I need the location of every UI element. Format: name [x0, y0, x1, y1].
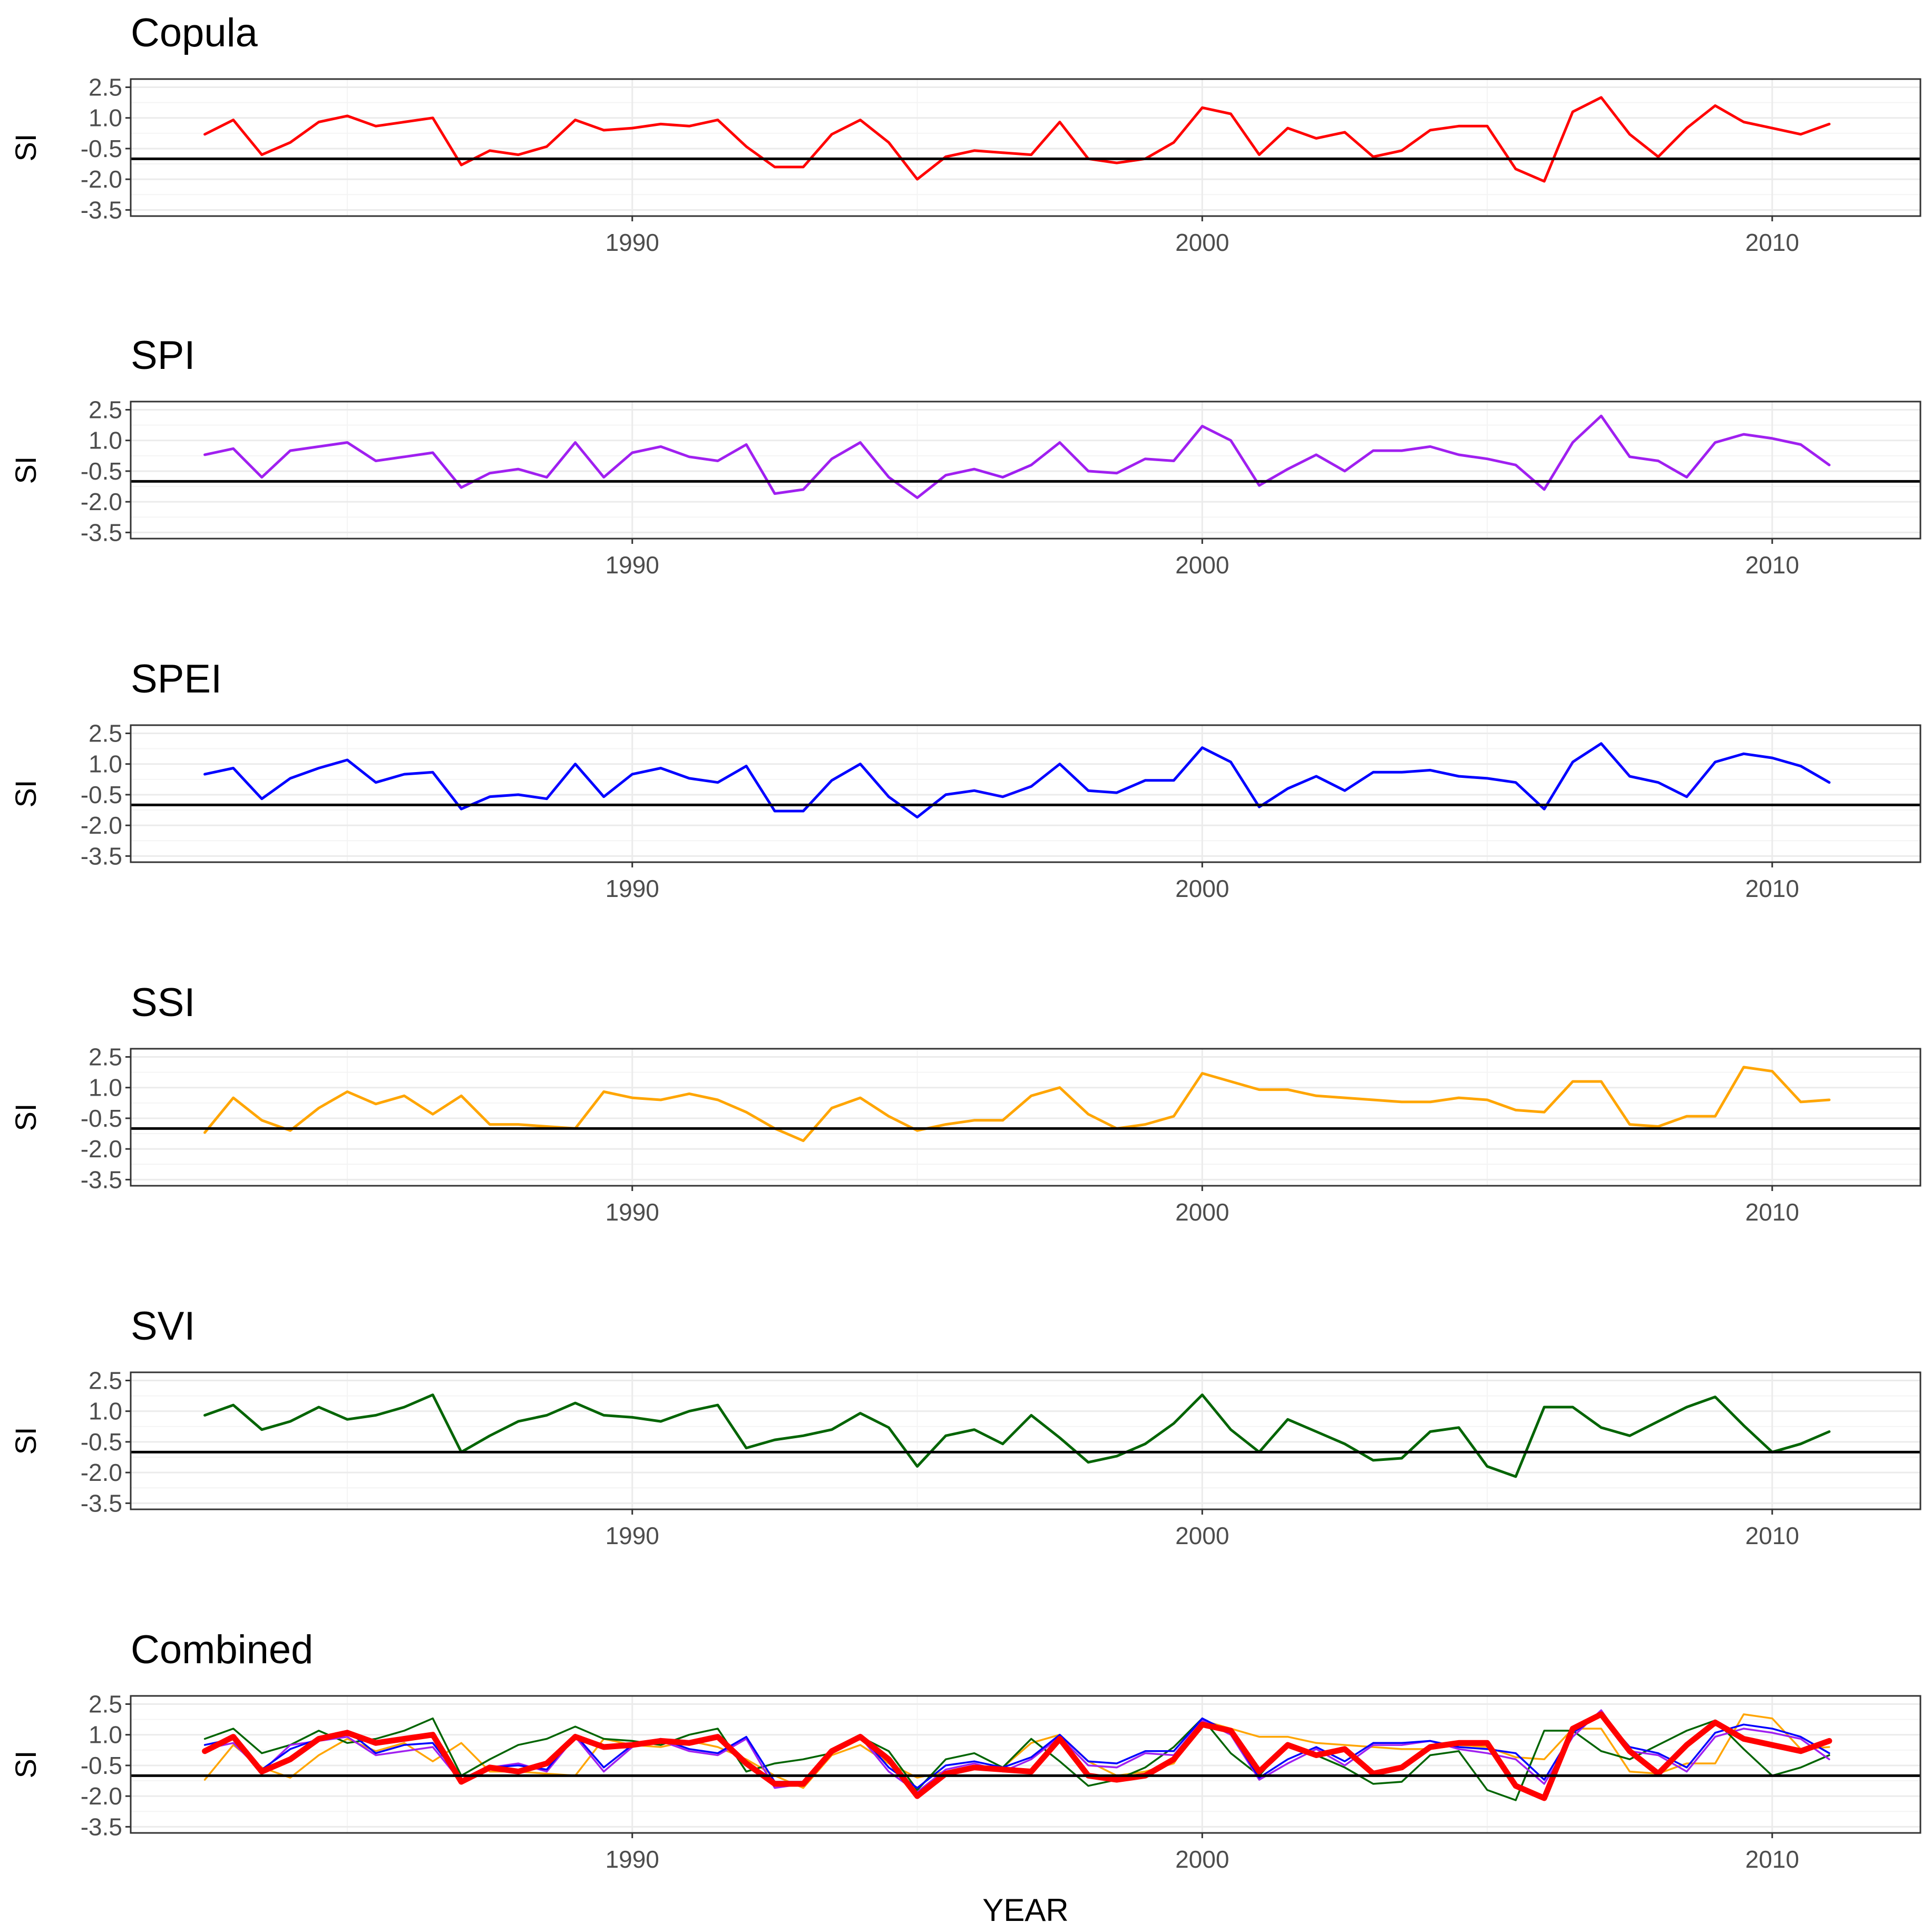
y-axis-title: SI: [9, 134, 42, 162]
x-tick-label: 2000: [1175, 875, 1229, 902]
y-tick-label: -3.5: [81, 1166, 122, 1193]
y-axis-title: SI: [9, 456, 42, 484]
y-tick-label: 2.5: [89, 396, 122, 424]
x-tick-label: 2000: [1175, 551, 1229, 579]
x-tick-label: 2010: [1745, 551, 1799, 579]
y-tick-label: -2.0: [81, 165, 122, 193]
y-tick-label: -3.5: [81, 196, 122, 223]
panel-title: SSI: [131, 980, 196, 1025]
y-tick-label: 1.0: [89, 104, 122, 132]
y-axis-title: SI: [9, 780, 42, 808]
y-axis-title: SI: [9, 1104, 42, 1131]
plot-background: [131, 1372, 1920, 1509]
y-tick-label: 1.0: [89, 1721, 122, 1749]
y-tick-label: 1.0: [89, 1074, 122, 1101]
x-tick-label: 1990: [606, 229, 659, 256]
panel-copula: 2.5 1.0 -0.5 -2.0 -3.5 1990 2000 2010 SI Copula: [9, 11, 1921, 256]
y-tick-label: -0.5: [81, 1105, 122, 1132]
panel-ssi: 2.5 1.0 -0.5 -2.0 -3.5 1990 2000 2010 SI SSI: [9, 980, 1921, 1226]
panel-title: SPEI: [131, 657, 222, 701]
y-tick-label: -3.5: [81, 842, 122, 870]
y-tick-label: 2.5: [89, 1691, 122, 1718]
panel-svi: 2.5 1.0 -0.5 -2.0 -3.5 1990 2000 2010 SI SVI: [9, 1304, 1921, 1549]
panel-title: Combined: [131, 1627, 313, 1672]
series-line-svi: [203, 1393, 1831, 1478]
y-tick-label: -0.5: [81, 781, 122, 808]
x-tick-label: 2010: [1745, 1522, 1799, 1549]
plot-background: [131, 725, 1920, 862]
y-tick-label: -3.5: [81, 1489, 122, 1517]
y-tick-label: -2.0: [81, 1459, 122, 1486]
plot-background: [131, 79, 1920, 216]
x-tick-label: 1990: [606, 875, 659, 902]
series-line-ssi: [203, 1713, 1830, 1789]
y-tick-label: -3.5: [81, 1813, 122, 1840]
y-tick-label: 1.0: [89, 750, 122, 778]
plot-frame: [130, 724, 1921, 863]
y-tick-label: -3.5: [81, 519, 122, 546]
x-tick-label: 2000: [1175, 1198, 1229, 1226]
y-tick-label: 2.5: [89, 1367, 122, 1394]
plot-background: [131, 1696, 1920, 1833]
x-tick-label: 2010: [1745, 1846, 1799, 1873]
plot-frame: [130, 1695, 1921, 1834]
y-tick-label: -0.5: [81, 1752, 122, 1779]
plot-frame: [130, 78, 1921, 217]
plot-background: [131, 402, 1920, 539]
y-tick-label: -2.0: [81, 488, 122, 515]
panel-spi: 2.5 1.0 -0.5 -2.0 -3.5 1990 2000 2010 SI SPI: [9, 333, 1921, 579]
x-tick-label: 1990: [606, 1198, 659, 1226]
y-tick-label: 2.5: [89, 1043, 122, 1071]
y-axis-title: SI: [9, 1427, 42, 1455]
panel-title: SVI: [131, 1304, 196, 1349]
y-tick-label: 2.5: [89, 74, 122, 101]
x-tick-label: 2000: [1175, 1846, 1229, 1873]
y-tick-label: -0.5: [81, 457, 122, 485]
plot-frame: [130, 401, 1921, 540]
x-tick-label: 1990: [606, 1846, 659, 1873]
y-axis-title: SI: [9, 1751, 42, 1779]
y-tick-label: -0.5: [81, 135, 122, 162]
panel-combined: 2.5 1.0 -0.5 -2.0 -3.5 1990 2000 2010 SI Combined: [9, 1627, 1921, 1873]
y-tick-label: -2.0: [81, 1135, 122, 1163]
plot-background: [131, 1049, 1920, 1186]
x-tick-label: 2000: [1175, 1522, 1229, 1549]
x-tick-label: 2010: [1745, 875, 1799, 902]
series-line-svi: [203, 1717, 1830, 1801]
y-tick-label: 1.0: [89, 1398, 122, 1425]
x-tick-label: 1990: [606, 551, 659, 579]
y-tick-label: -0.5: [81, 1428, 122, 1456]
x-tick-label: 2010: [1745, 229, 1799, 256]
panel-spei: 2.5 1.0 -0.5 -2.0 -3.5 1990 2000 2010 SI SPEI: [9, 657, 1921, 902]
x-axis-title: YEAR: [982, 1892, 1068, 1928]
panel-title: Copula: [131, 11, 258, 55]
series-line-spei: [203, 742, 1831, 819]
y-tick-label: -2.0: [81, 812, 122, 839]
plot-frame: [130, 1371, 1921, 1510]
y-tick-label: 1.0: [89, 427, 122, 454]
plot-frame: [130, 1048, 1921, 1187]
x-tick-label: 2010: [1745, 1198, 1799, 1226]
x-tick-label: 1990: [606, 1522, 659, 1549]
x-tick-label: 2000: [1175, 229, 1229, 256]
series-line-ssi: [203, 1066, 1831, 1143]
panel-title: SPI: [131, 333, 196, 378]
y-tick-label: -2.0: [81, 1782, 122, 1810]
y-tick-label: 2.5: [89, 720, 122, 747]
